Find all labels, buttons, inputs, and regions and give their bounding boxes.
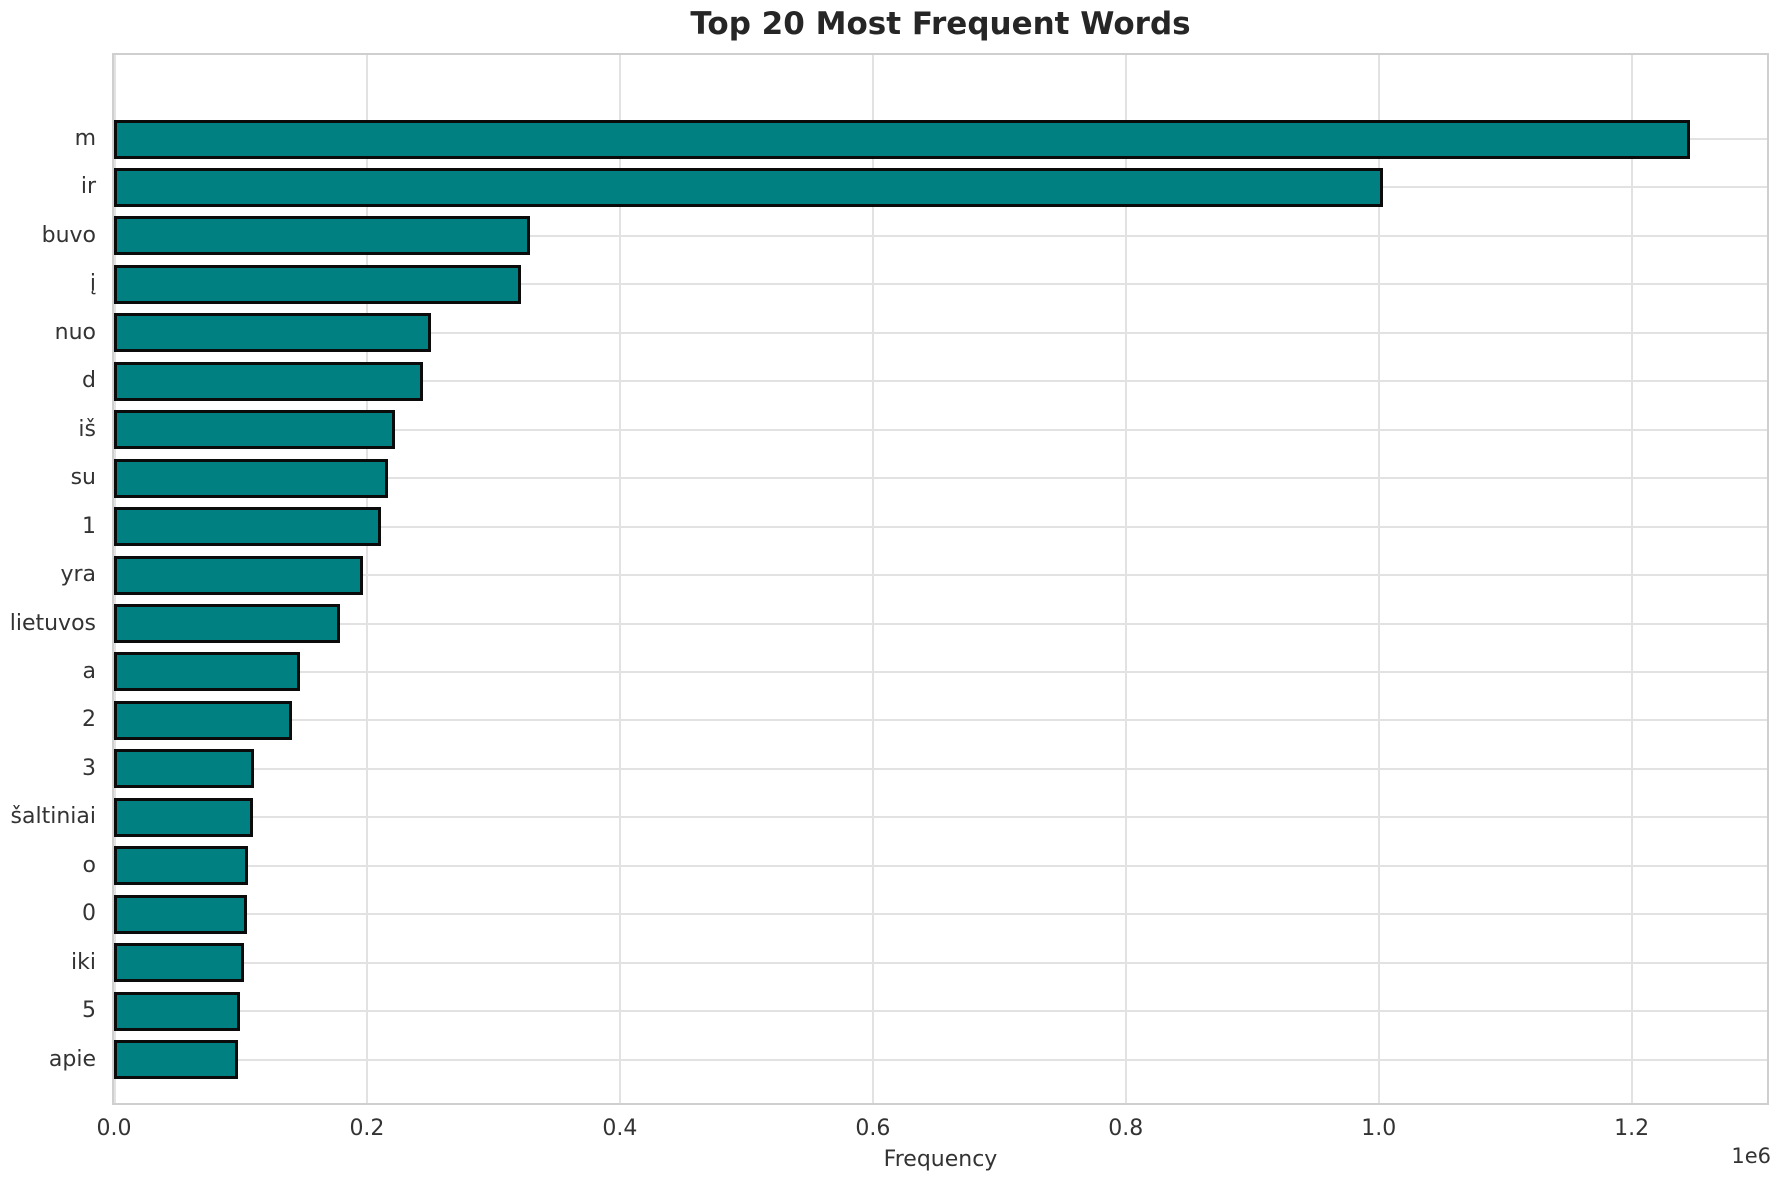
- h-gridline: [114, 816, 1767, 819]
- h-gridline: [114, 1058, 1767, 1061]
- bar: [114, 604, 341, 643]
- bar: [114, 555, 364, 595]
- x-tick-label: 1.2: [1614, 1116, 1650, 1141]
- x-tick-label: 0.0: [96, 1116, 132, 1141]
- bar: [114, 410, 395, 450]
- bar: [114, 361, 423, 401]
- bar: [114, 507, 381, 547]
- plot-area: [112, 53, 1769, 1105]
- y-tick-label: su: [70, 465, 96, 491]
- y-tick-label: o: [82, 852, 96, 878]
- bar: [114, 313, 432, 353]
- y-tick-label: 5: [82, 998, 96, 1024]
- x-tick-label: 1.0: [1361, 1116, 1397, 1141]
- y-tick-label: 1: [82, 513, 96, 539]
- h-gridline: [114, 380, 1767, 383]
- y-tick-label: ir: [80, 174, 96, 200]
- bar: [114, 700, 293, 740]
- h-gridline: [114, 331, 1767, 334]
- bar: [114, 846, 249, 886]
- chart-title: Top 20 Most Frequent Words: [690, 6, 1191, 42]
- h-gridline: [114, 477, 1767, 480]
- y-tick-label: a: [82, 658, 96, 684]
- v-gridline: [1630, 55, 1633, 1103]
- h-gridline: [114, 961, 1767, 964]
- h-gridline: [114, 913, 1767, 916]
- bar: [114, 216, 531, 256]
- bar: [114, 458, 389, 498]
- h-gridline: [114, 864, 1767, 867]
- h-gridline: [114, 767, 1767, 770]
- h-gridline: [114, 719, 1767, 722]
- y-tick-label: nuo: [54, 319, 96, 345]
- axis-offset-text: 1e6: [1731, 1144, 1771, 1168]
- v-gridline: [365, 55, 368, 1103]
- y-tick-label: 2: [82, 707, 96, 733]
- h-gridline: [114, 525, 1767, 528]
- h-gridline: [114, 574, 1767, 577]
- bar: [114, 797, 254, 837]
- bar: [114, 894, 247, 934]
- h-gridline: [114, 670, 1767, 673]
- h-gridline: [114, 234, 1767, 237]
- x-tick-label: 0.2: [349, 1116, 385, 1141]
- y-tick-label: į: [89, 271, 96, 297]
- v-gridline: [1377, 55, 1380, 1103]
- bar: [114, 264, 522, 304]
- bar: [114, 749, 255, 789]
- y-tick-label: iki: [71, 949, 96, 975]
- y-tick-label: m: [74, 126, 96, 151]
- bar: [114, 652, 300, 692]
- y-tick-label: šaltiniai: [10, 804, 96, 830]
- y-tick-label: d: [82, 368, 96, 394]
- y-tick-label: 3: [82, 755, 96, 781]
- x-tick-label: 0.8: [1108, 1116, 1144, 1141]
- y-tick-label: 0: [82, 901, 96, 927]
- h-gridline: [114, 1010, 1767, 1013]
- h-gridline: [114, 622, 1767, 625]
- x-tick-label: 0.4: [602, 1116, 638, 1141]
- v-gridline: [618, 55, 621, 1103]
- h-gridline: [114, 283, 1767, 286]
- bar: [114, 1040, 238, 1080]
- y-tick-label: apie: [48, 1046, 96, 1072]
- x-tick-label: 0.6: [855, 1116, 891, 1141]
- x-axis-label: Frequency: [883, 1147, 998, 1172]
- h-gridline: [114, 428, 1767, 431]
- y-tick-label: yra: [60, 562, 96, 588]
- bar: [114, 167, 1383, 207]
- bar: [114, 991, 241, 1031]
- y-tick-label: lietuvos: [9, 610, 96, 636]
- y-tick-label: buvo: [41, 222, 96, 248]
- bar: [114, 119, 1690, 159]
- v-gridline: [1124, 55, 1127, 1103]
- bar: [114, 943, 245, 983]
- y-tick-label: iš: [78, 416, 96, 442]
- v-gridline: [871, 55, 874, 1103]
